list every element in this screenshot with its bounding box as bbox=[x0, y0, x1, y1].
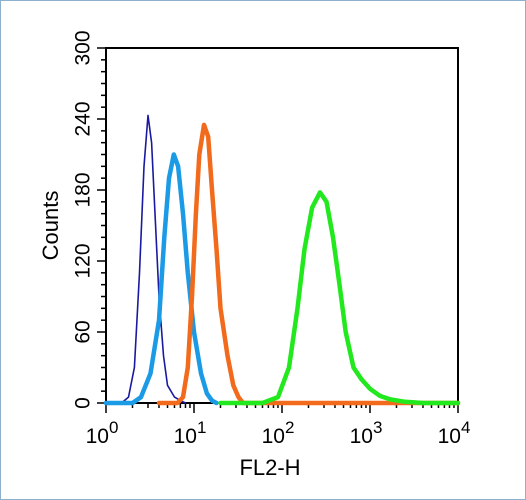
x-tick-label: 103 bbox=[350, 418, 383, 448]
y-tick-label: 300 bbox=[72, 30, 95, 65]
y-axis-title: Counts bbox=[38, 191, 63, 261]
x-tick-label: 104 bbox=[438, 418, 471, 448]
x-tick-label: 102 bbox=[262, 418, 295, 448]
series-line-3 bbox=[156, 122, 461, 406]
x-tick-label: 100 bbox=[86, 418, 119, 448]
y-tick-label: 60 bbox=[72, 320, 95, 343]
y-tick-label: 180 bbox=[72, 172, 95, 207]
series-line-2 bbox=[103, 152, 219, 406]
plot-area-border bbox=[105, 47, 459, 404]
y-axis: 0 60 120 180 240 300 bbox=[72, 30, 106, 409]
y-tick-label: 120 bbox=[72, 243, 95, 278]
series-lines bbox=[103, 114, 461, 406]
x-tick-label: 101 bbox=[174, 418, 207, 448]
x-axis-title: FL2-H bbox=[239, 455, 300, 480]
series-line-1 bbox=[105, 114, 187, 404]
series-line-4 bbox=[218, 190, 461, 406]
x-axis: 100 101 102 103 104 bbox=[86, 403, 471, 448]
y-tick-label: 240 bbox=[72, 101, 95, 136]
y-tick-label: 0 bbox=[72, 397, 95, 409]
